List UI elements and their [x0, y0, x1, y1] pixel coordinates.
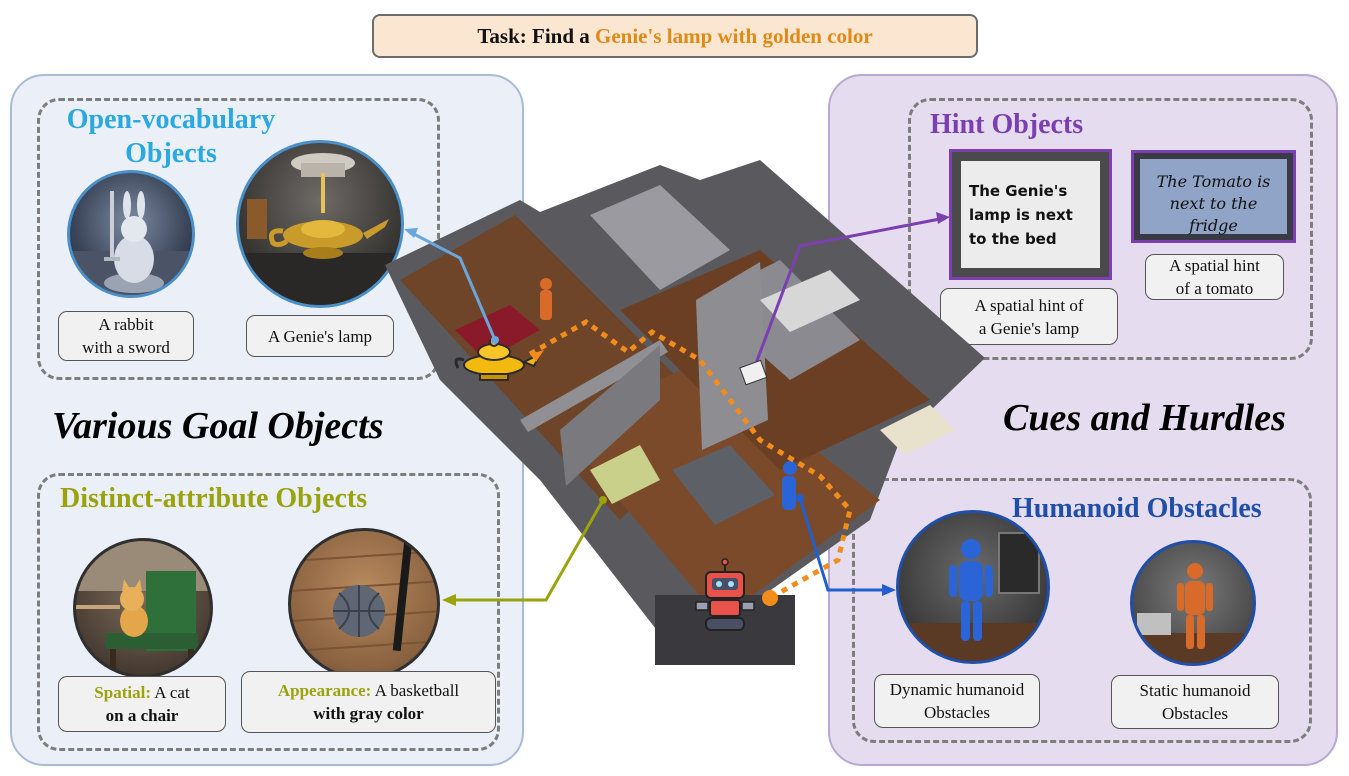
bed — [455, 305, 540, 360]
sofa — [672, 445, 775, 525]
cat-caption-text2: on a chair — [105, 706, 179, 725]
hint-objects-title: Hint Objects — [930, 109, 1084, 140]
genie-lamp-caption: A Genie's lamp — [246, 315, 394, 357]
genie-lamp-image — [236, 140, 404, 308]
hint-objects-box — [908, 98, 1313, 360]
navigation-path — [528, 319, 853, 601]
task-prefix: Task: Find a — [477, 24, 596, 48]
path-start-dot — [762, 590, 778, 606]
blue-humanoid-figure — [782, 461, 797, 510]
open-vocabulary-box — [37, 98, 440, 380]
basketball-caption-text2: with gray color — [313, 704, 424, 723]
rabbit-caption-line1: A rabbit — [98, 315, 154, 334]
cues-and-hurdles-heading: Cues and Hurdles — [1003, 397, 1286, 439]
interior-wall — [520, 340, 668, 432]
hint-card-lamp: The Genie's lamp is next to the bed — [949, 149, 1112, 280]
humanoid-obstacles-arrow — [796, 494, 896, 596]
static-humanoid-caption-line2: Obstacles — [1161, 704, 1229, 723]
cat-caption-label: Spatial: — [94, 683, 151, 702]
dynamic-humanoid-caption: Dynamic humanoid Obstacles — [874, 674, 1040, 728]
cat-caption: Spatial: A cat on a chair — [58, 676, 226, 732]
hint-caption-tomato-line1: A spatial hint — [1169, 256, 1260, 275]
living-wall — [560, 345, 660, 486]
basketball-caption-text1: A basketball — [371, 681, 460, 700]
genie-lamp-icon — [454, 337, 543, 381]
task-highlight: Genie's lamp with golden color — [595, 24, 873, 48]
cat-caption-text1: A cat — [150, 683, 190, 702]
distinct-attribute-title: Distinct-attribute Objects — [60, 483, 368, 514]
basketball-caption-label: Appearance: — [277, 681, 372, 700]
hint-caption-lamp: A spatial hint of a Genie's lamp — [940, 288, 1118, 345]
genie-lamp-photo-illustration — [239, 153, 401, 305]
robot-icon — [695, 558, 755, 631]
hint-caption-lamp-line1: A spatial hint of — [974, 295, 1084, 315]
hint-card-lamp-text: The Genie's lamp is next to the bed — [961, 161, 1100, 268]
rabbit-caption: A rabbit with a sword — [58, 311, 194, 361]
hint-caption-lamp-line2: a Genie's lamp — [978, 318, 1080, 338]
static-humanoid-caption-line1: Static humanoid — [1139, 681, 1251, 700]
static-humanoid-illustration — [1133, 563, 1253, 663]
open-vocab-arrow — [404, 228, 499, 344]
hint-caption-tomato: A spatial hint of a tomato — [1145, 254, 1284, 300]
various-goal-objects-heading: Various Goal Objects — [52, 405, 384, 447]
distinct-attribute-arrow — [442, 496, 607, 606]
armchair — [590, 445, 660, 504]
kitchen-wall — [696, 262, 768, 450]
dining-table — [880, 405, 955, 455]
static-humanoid-caption: Static humanoid Obstacles — [1111, 675, 1279, 729]
dynamic-humanoid-caption-line1: Dynamic humanoid — [889, 680, 1025, 699]
bathroom-floor — [590, 185, 730, 290]
wall-note — [739, 359, 768, 386]
humanoid-obstacles-title: Humanoid Obstacles — [1012, 493, 1262, 524]
orange-humanoid-figure — [540, 278, 552, 320]
basketball-illustration — [291, 531, 437, 652]
open-vocabulary-title: Open-vocabulary Objects — [40, 103, 302, 171]
distinct-attribute-box — [37, 473, 500, 751]
open-vocabulary-title-line2: Objects — [125, 138, 217, 169]
kitchen-counter — [760, 270, 860, 332]
humanoid-obstacles-box — [852, 478, 1312, 743]
open-vocabulary-title-line1: Open-vocabulary — [66, 104, 276, 135]
hint-card-tomato-line2: next to the fridge — [1169, 194, 1258, 235]
dynamic-humanoid-caption-line2: Obstacles — [923, 703, 991, 722]
hint-card-tomato-line1: The Tomato is — [1156, 172, 1271, 191]
rabbit-caption-line2: with a sword — [82, 338, 170, 357]
basketball-caption: Appearance: A basketball with gray color — [241, 671, 496, 733]
hint-card-tomato: The Tomato is next to the fridge — [1131, 150, 1296, 243]
basketball-image — [288, 528, 440, 680]
rabbit-image — [67, 170, 195, 298]
static-humanoid-image — [1130, 540, 1256, 666]
dynamic-humanoid-image — [896, 510, 1050, 664]
task-banner: Task: Find a Genie's lamp with golden co… — [372, 14, 978, 58]
hint-caption-tomato-line2: of a tomato — [1175, 279, 1254, 298]
